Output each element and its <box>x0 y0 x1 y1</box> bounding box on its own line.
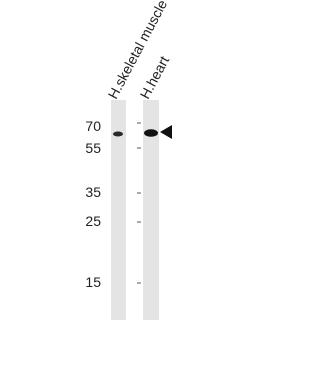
lane <box>143 100 159 320</box>
background <box>0 0 256 363</box>
lane <box>111 100 126 320</box>
marker-ticks <box>137 122 141 284</box>
arrow <box>160 125 172 139</box>
marker-label: 70 <box>85 118 101 134</box>
band <box>144 129 158 137</box>
marker-label: 15 <box>85 274 101 290</box>
marker-label: 25 <box>85 213 101 229</box>
marker-label: 55 <box>85 140 101 156</box>
band <box>113 131 123 137</box>
marker-label: 35 <box>85 184 101 200</box>
